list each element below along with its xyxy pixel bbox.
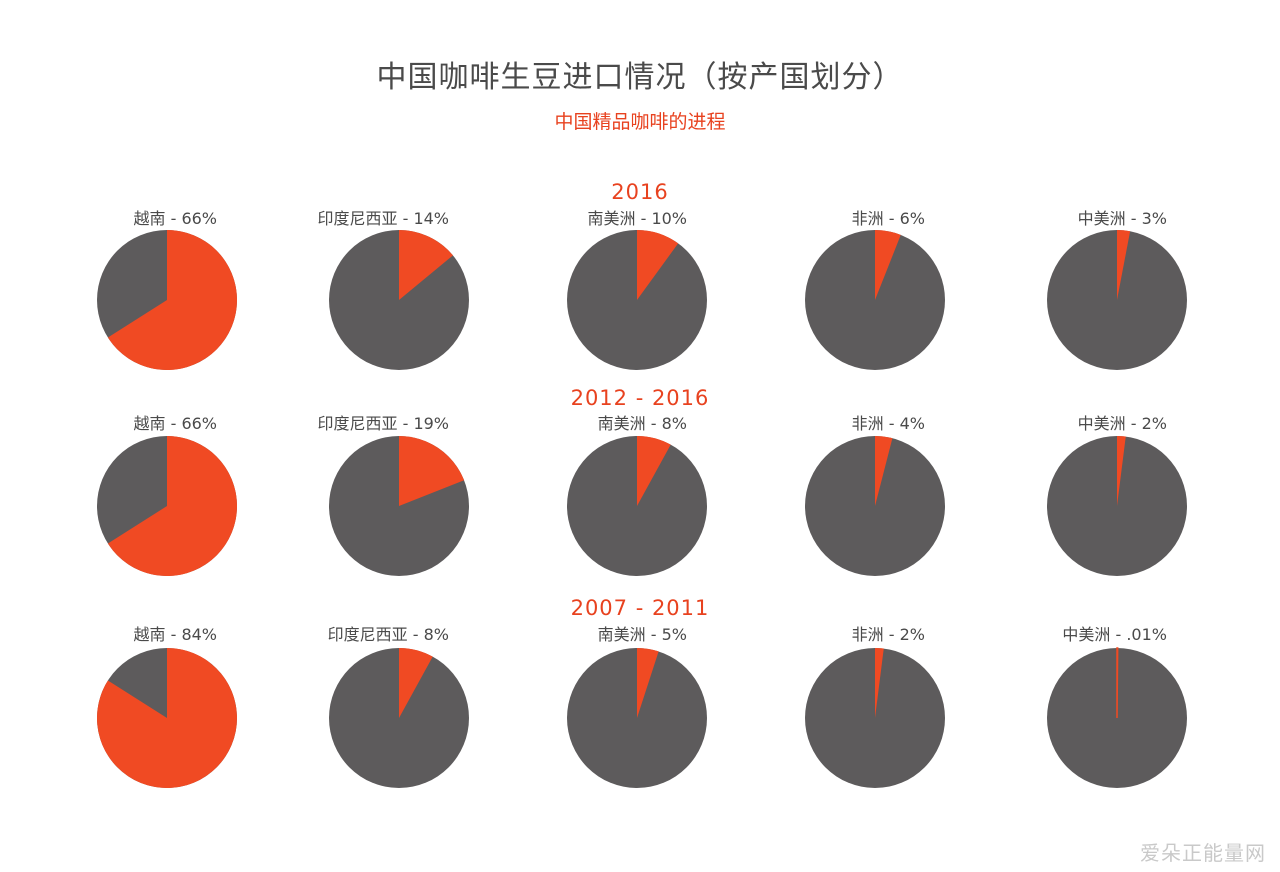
pie-label-r1-c1: 印度尼西亚 - 19% [317, 414, 449, 433]
pie-share-slice-r1-c2 [637, 436, 671, 506]
pie-label-r1-c4: 中美洲 - 2% [1078, 414, 1167, 433]
share-label-r2-c2: - 5% [651, 625, 687, 644]
pie-label-r0-c0: 越南 - 66% [133, 209, 217, 228]
pie-label-r2-c0: 越南 - 84% [133, 625, 217, 644]
country-name-r1-c2: 南美洲 [598, 414, 651, 433]
share-label-r2-c1: - 8% [413, 625, 449, 644]
country-name-r0-c3: 非洲 [852, 209, 889, 228]
pie-share-slice-r1-c3 [875, 436, 893, 506]
share-label-r1-c3: - 4% [889, 414, 925, 433]
pie-share-slice-r2-c1 [399, 648, 433, 718]
pie-share-slice-r2-c3 [875, 648, 884, 718]
pie-label-r0-c4: 中美洲 - 3% [1078, 209, 1167, 228]
period-label-2012-2016: 2012 - 2016 [570, 386, 710, 410]
pie-share-slice-r2-c0 [97, 648, 238, 788]
country-name-r0-c0: 越南 [133, 209, 170, 228]
country-name-r0-c4: 中美洲 [1078, 209, 1131, 228]
country-name-r0-c1: 印度尼西亚 [317, 209, 402, 228]
share-label-r0-c3: - 6% [889, 209, 925, 228]
pie-label-r0-c3: 非洲 - 6% [852, 209, 925, 228]
pie-label-r1-c0: 越南 - 66% [133, 414, 217, 433]
country-name-r2-c1: 印度尼西亚 [328, 625, 413, 644]
pie-share-slice-r0-c4 [1117, 230, 1131, 300]
country-name-r1-c3: 非洲 [852, 414, 889, 433]
pie-share-slice-r0-c1 [399, 230, 453, 300]
pie-label-r2-c1: 印度尼西亚 - 8% [328, 625, 449, 644]
chart-title: 中国咖啡生豆进口情况（按产国划分） [376, 60, 904, 95]
pie-share-slice-r0-c3 [875, 230, 901, 300]
pie-share-slice-r2-c4 [1116, 647, 1119, 719]
pie-label-r2-c2: 南美洲 - 5% [598, 625, 687, 644]
pie-label-r2-c4: 中美洲 - .01% [1062, 625, 1167, 644]
country-name-r1-c0: 越南 [133, 414, 170, 433]
pie-share-slice-r0-c2 [637, 230, 679, 300]
country-name-r1-c4: 中美洲 [1078, 414, 1131, 433]
pie-label-r1-c2: 南美洲 - 8% [598, 414, 687, 433]
chart-subtitle: 中国精品咖啡的进程 [554, 111, 726, 133]
share-label-r0-c0: - 66% [171, 209, 217, 228]
share-label-r1-c0: - 66% [171, 414, 217, 433]
pie-share-slice-r2-c2 [637, 648, 659, 718]
pie-share-slice-r1-c0 [107, 436, 238, 577]
country-name-r2-c3: 非洲 [852, 625, 889, 644]
period-label-2007-2011: 2007 - 2011 [570, 596, 710, 620]
country-name-r2-c2: 南美洲 [598, 625, 651, 644]
pie-share-slice-r1-c4 [1117, 435, 1126, 506]
share-label-r0-c1: - 14% [403, 209, 449, 228]
share-label-r0-c4: - 3% [1131, 209, 1167, 228]
watermark: 爱朵正能量网 [1140, 841, 1266, 865]
pie-label-r1-c3: 非洲 - 4% [852, 414, 925, 433]
share-label-r2-c0: - 84% [171, 625, 217, 644]
share-label-r2-c3: - 2% [889, 625, 925, 644]
country-name-r1-c1: 印度尼西亚 [317, 414, 402, 433]
country-name-r2-c4: 中美洲 [1062, 625, 1115, 644]
country-name-r2-c0: 越南 [133, 625, 170, 644]
share-label-r2-c4: - .01% [1115, 625, 1167, 644]
pie-label-r2-c3: 非洲 - 2% [852, 625, 925, 644]
pie-share-slice-r0-c0 [107, 229, 238, 370]
share-label-r0-c2: - 10% [641, 209, 687, 228]
pie-label-r0-c1: 印度尼西亚 - 14% [317, 209, 449, 228]
share-label-r1-c4: - 2% [1131, 414, 1167, 433]
period-label-2016: 2016 [611, 180, 669, 204]
pie-share-slice-r1-c1 [399, 436, 465, 506]
country-name-r0-c2: 南美洲 [587, 209, 640, 228]
share-label-r1-c2: - 8% [651, 414, 687, 433]
pie-label-r0-c2: 南美洲 - 10% [587, 209, 687, 228]
share-label-r1-c1: - 19% [403, 414, 449, 433]
